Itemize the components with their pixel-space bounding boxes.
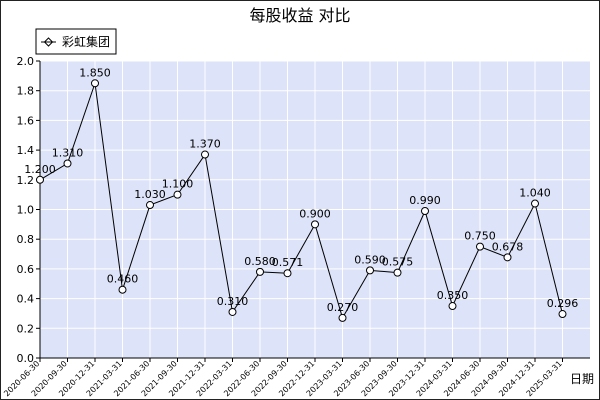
data-point: [146, 201, 154, 210]
data-label: 0.590: [354, 253, 386, 266]
y-tick-label: 1.0: [17, 204, 35, 217]
data-point: [476, 242, 484, 251]
data-label: 0.270: [327, 301, 359, 314]
data-point: [91, 79, 99, 88]
data-point: [393, 268, 402, 277]
data-label: 1.310: [52, 146, 84, 159]
data-label: 0.310: [217, 295, 249, 308]
data-point: [531, 199, 539, 208]
data-label: 1.040: [519, 187, 551, 200]
y-tick-label: 0.2: [17, 322, 35, 335]
data-points: [36, 79, 567, 322]
x-tick-labels: 2020-06-302020-09-302020-12-312021-03-31…: [2, 359, 564, 398]
data-label: 0.350: [437, 289, 469, 302]
data-point: [421, 206, 429, 215]
y-tick-label: 1.4: [17, 144, 35, 157]
data-point: [63, 159, 72, 168]
y-tick-label: 0.8: [17, 233, 35, 246]
data-point: [283, 269, 292, 278]
series-polyline: [39, 83, 563, 320]
grid-lines: [39, 60, 590, 359]
data-label: 1.200: [24, 163, 56, 176]
chart-title: 每股收益 对比: [249, 6, 350, 25]
data-point: [256, 267, 264, 276]
y-tick-label: 1.6: [17, 114, 35, 127]
data-label: 0.990: [409, 194, 441, 207]
data-label: 0.575: [382, 256, 414, 269]
y-tick-label: 2.0: [17, 55, 35, 68]
legend-label: 彩虹集团: [62, 34, 110, 49]
data-label: 1.370: [189, 138, 221, 151]
data-label: 1.100: [162, 178, 194, 191]
data-point: [228, 307, 237, 316]
data-label: 0.296: [547, 297, 579, 310]
y-tick-labels: 0.0 0.2 0.4 0.6 0.8 1.0 1.2 1.4 1.6 1.8 2.0: [17, 55, 35, 365]
data-label: 0.750: [464, 230, 496, 243]
data-point: [36, 175, 44, 184]
data-point: [558, 310, 567, 319]
data-point: [338, 313, 347, 322]
y-tick-label: 1.8: [17, 85, 35, 98]
legend: 彩虹集团: [35, 28, 117, 55]
axes: [36, 60, 590, 362]
x-axis-label: 日期: [570, 372, 594, 386]
data-label: 0.678: [492, 240, 524, 253]
data-label: 0.571: [272, 256, 304, 269]
series-line: [39, 83, 563, 320]
data-label: 0.900: [299, 207, 331, 220]
data-point: [311, 220, 319, 229]
data-point: [118, 285, 127, 294]
data-point: [201, 150, 209, 159]
data-point: [173, 190, 182, 199]
y-tick-label: 0.0: [17, 352, 35, 365]
data-point: [366, 266, 374, 275]
data-point: [448, 302, 457, 311]
y-tick-label: 0.6: [17, 263, 35, 276]
y-tick-label: 1.2: [17, 174, 35, 187]
legend-diamond-icon: [43, 37, 54, 47]
y-tick-label: 0.4: [17, 293, 35, 306]
data-label: 1.850: [79, 66, 111, 79]
data-label: 0.580: [244, 255, 276, 268]
data-point: [503, 253, 512, 262]
data-label: 1.030: [134, 188, 166, 201]
data-label: 0.460: [107, 273, 139, 286]
